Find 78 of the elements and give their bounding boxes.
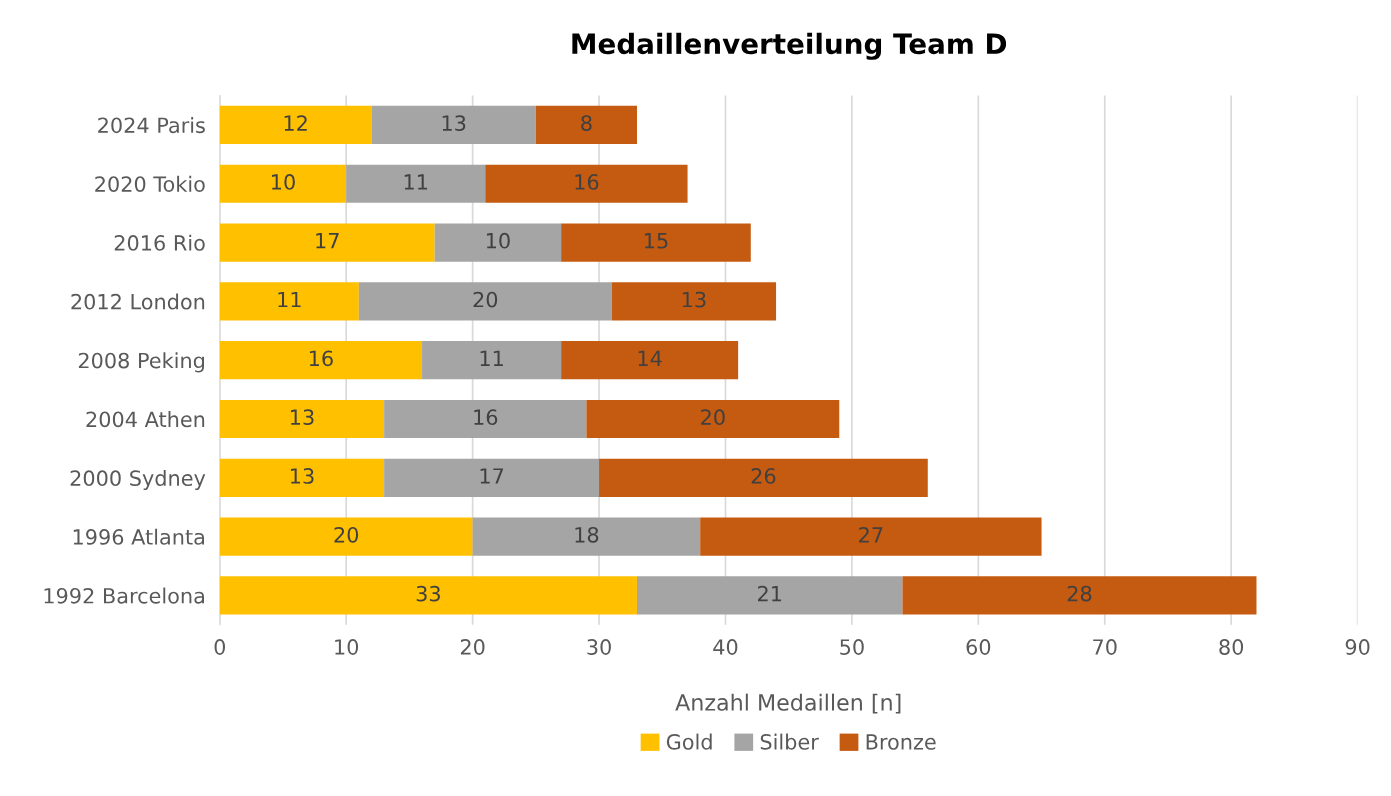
bar: [219, 164, 347, 203]
data-label: 11: [480, 350, 503, 366]
legend-label: Bronze: [866, 734, 936, 750]
bar: [422, 341, 562, 380]
y-tick-label: 1996 Atlanta: [73, 528, 204, 545]
x-tick-label: 70: [1093, 639, 1117, 655]
data-label: 21: [758, 585, 782, 602]
bar: [219, 341, 423, 380]
bar: [434, 223, 562, 262]
data-label: 13: [290, 409, 314, 426]
bar: [219, 223, 435, 262]
x-tick-label: 10: [335, 639, 359, 655]
bar: [561, 223, 751, 262]
x-tick-label: 60: [966, 639, 991, 655]
data-label: 13: [682, 291, 706, 308]
x-tick-label: 50: [840, 639, 864, 655]
bar: [700, 517, 1042, 556]
bar: [219, 576, 637, 615]
bar: [472, 517, 701, 556]
bar: [636, 576, 903, 615]
y-tick-label: 2008 Peking: [78, 352, 204, 373]
bar: [219, 282, 359, 321]
data-label: 14: [638, 350, 662, 366]
bar: [219, 458, 385, 497]
data-label: 8: [581, 115, 592, 131]
data-label: 26: [751, 468, 776, 484]
bar: [561, 341, 739, 380]
y-tick-label: 1992 Barcelona: [44, 587, 204, 604]
y-tick-label: 2020 Tokio: [95, 175, 205, 192]
legend-label: Gold: [666, 733, 712, 750]
data-label: 17: [480, 468, 504, 484]
y-tick-label: 2000 Sydney: [70, 469, 206, 491]
data-label: 11: [404, 174, 428, 190]
data-label: 17: [316, 233, 339, 249]
x-tick-label: 90: [1345, 639, 1370, 655]
bar: [219, 105, 372, 145]
bar: [384, 399, 587, 439]
x-tick-label: 30: [587, 639, 611, 655]
chart-title: Medaillenverteilung Team D: [572, 32, 1007, 60]
data-label: 13: [290, 468, 314, 484]
data-label: 20: [473, 291, 498, 308]
data-label: 20: [334, 526, 359, 543]
data-label: 20: [701, 409, 725, 426]
bar: [535, 105, 637, 145]
bar: [371, 105, 536, 145]
data-label: 16: [309, 350, 333, 367]
bar: [599, 458, 928, 497]
bar: [346, 164, 486, 203]
data-label: 33: [416, 585, 440, 602]
bar: [902, 576, 1257, 615]
data-label: 10: [486, 232, 510, 249]
x-tick-label: 0: [214, 639, 226, 655]
data-label: 13: [442, 115, 466, 131]
data-label: 28: [1067, 585, 1092, 602]
x-tick-label: 40: [713, 639, 738, 655]
bar: [611, 282, 777, 321]
data-label: 10: [272, 174, 295, 190]
bar: [384, 458, 600, 497]
data-label: 16: [474, 409, 498, 426]
y-tick-label: 2024 Paris: [98, 117, 205, 134]
x-axis-title: Anzahl Medaillen [n]: [675, 693, 901, 714]
bar: [219, 399, 385, 439]
x-tick-label: 80: [1219, 639, 1244, 655]
bar: [358, 282, 612, 321]
data-label: 27: [859, 526, 883, 543]
y-tick-label: 2016 Rio: [114, 234, 205, 251]
y-tick-label: 2004 Athen: [86, 411, 205, 428]
bar: [219, 517, 473, 556]
data-label: 15: [644, 233, 668, 249]
x-tick-label: 20: [460, 639, 485, 655]
bar: [586, 399, 840, 439]
data-label: 18: [575, 526, 599, 543]
data-label: 12: [284, 115, 307, 131]
y-tick-label: 2012 London: [71, 293, 205, 310]
data-label: 11: [278, 291, 301, 308]
bar: [485, 164, 688, 203]
legend-label: Silber: [760, 733, 819, 750]
data-label: 16: [575, 174, 599, 190]
